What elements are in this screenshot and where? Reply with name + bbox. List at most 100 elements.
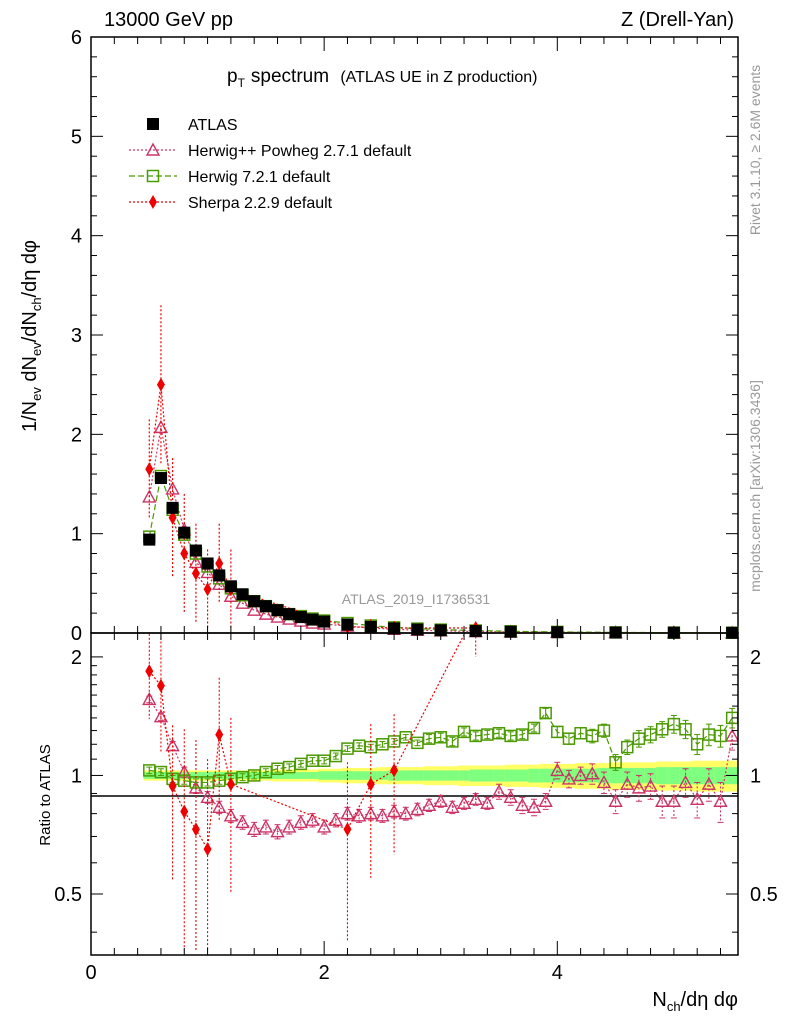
main-point — [224, 580, 237, 593]
ratio-point — [585, 766, 600, 780]
ratio-point — [223, 808, 239, 822]
ratio-point — [596, 774, 612, 789]
ratio-y-tick-label: 1 — [71, 765, 82, 787]
main-point — [235, 595, 250, 609]
ratio-band-inner — [668, 767, 681, 785]
main-series-2 — [143, 469, 739, 639]
main-y-tick-label: 5 — [71, 126, 82, 148]
main-point — [189, 544, 202, 557]
ratio-point — [551, 725, 564, 739]
main-point — [154, 472, 167, 485]
ratio-point — [433, 793, 448, 807]
ratio-point — [468, 791, 483, 805]
ratio-point — [446, 735, 459, 748]
x-axis: 0 2 4 — [85, 37, 722, 984]
ratio-series-line — [149, 712, 733, 784]
ratio-point — [713, 793, 728, 807]
main-series-line — [148, 473, 733, 634]
ratio-point — [293, 814, 309, 829]
ratio-point — [145, 664, 154, 679]
ratio-point — [631, 780, 647, 794]
legend: ATLAS Herwig++ Powheg 2.7.1 default Herwig… — [129, 117, 412, 212]
legend-label: Sherpa 2.2.9 default — [188, 195, 333, 212]
ratio-series-1 — [143, 706, 738, 789]
main-point — [145, 462, 154, 477]
legend-marker — [146, 169, 160, 183]
ratio-point — [701, 776, 717, 790]
main-point — [156, 377, 165, 392]
ratio-y-tick-label-right: 2 — [750, 647, 761, 669]
title-text: spectrum — [251, 66, 329, 87]
energy-label: 13000 GeV pp — [104, 9, 233, 31]
ratio-point — [410, 801, 425, 816]
ratio-band-inner — [353, 771, 366, 780]
main-point — [294, 611, 307, 624]
main-point — [203, 582, 212, 597]
ratio-point — [724, 728, 738, 742]
ratio-point — [215, 727, 224, 742]
ratio-band-inner — [283, 772, 296, 779]
ratio-point — [480, 795, 495, 809]
ratio-y-tick-label: 0.5 — [54, 884, 82, 906]
ratio-point — [154, 765, 168, 779]
ratio-point — [515, 797, 530, 811]
main-point — [213, 569, 226, 582]
ratio-point — [191, 822, 200, 837]
ratio-point — [343, 822, 352, 837]
ratio-point — [608, 793, 623, 807]
ratio-band-inner — [516, 769, 529, 782]
ratio-band-inner — [528, 768, 541, 783]
ratio-y-tick-label: 2 — [71, 647, 82, 669]
main-y-axis: 0 1 2 3 4 5 6 — [71, 27, 738, 645]
ratio-series-2 — [145, 633, 477, 951]
ratio-point — [456, 795, 472, 809]
ratio-band-inner — [481, 769, 494, 782]
ratio-band-inner — [703, 767, 716, 785]
x-tick-label: 0 — [85, 962, 96, 984]
ratio-band-inner — [423, 770, 436, 781]
ratio-point — [609, 756, 622, 769]
ratio-band-inner — [364, 771, 378, 780]
ratio-point — [200, 789, 215, 804]
ratio-band-inner — [318, 771, 331, 780]
analysis-label: ATLAS_2019_I1736531 — [342, 591, 491, 607]
ratio-point — [363, 806, 378, 820]
main-point — [191, 566, 200, 581]
ratio-point — [270, 824, 285, 838]
title-pt-subscript: T — [238, 76, 246, 90]
ratio-point — [156, 678, 165, 693]
ratio-band-inner — [609, 767, 622, 784]
main-point — [270, 609, 285, 623]
main-point — [259, 600, 272, 613]
legend-marker — [147, 118, 159, 130]
main-point — [247, 602, 262, 616]
x-tick-label: 2 — [319, 962, 330, 984]
ratio-band-inner — [411, 770, 424, 781]
main-point — [153, 419, 169, 434]
rivet-version-label: Rivet 3.1.10, ≥ 2.6M events — [747, 65, 763, 235]
ratio-band-inner — [656, 767, 669, 785]
ratio-series-group — [142, 633, 738, 951]
ratio-point — [573, 767, 588, 782]
ratio-band-inner — [504, 769, 518, 782]
main-point — [248, 595, 261, 608]
main-series-0 — [143, 472, 739, 639]
ratio-point — [678, 774, 693, 789]
ratio-point — [421, 797, 437, 811]
ratio-point — [679, 723, 692, 736]
ratio-point — [258, 819, 274, 833]
main-series-line — [148, 427, 733, 634]
ratio-band-inner — [329, 771, 343, 780]
main-y-tick-label: 1 — [71, 524, 82, 546]
ratio-point — [539, 706, 552, 720]
ratio-point — [351, 808, 367, 822]
ratio-point — [328, 812, 343, 826]
main-point — [306, 613, 319, 626]
ratio-point — [142, 691, 157, 706]
ratio-y-tick-label-right: 0.5 — [750, 884, 778, 906]
ratio-point — [597, 724, 611, 737]
ratio-point — [527, 721, 541, 735]
main-y-tick-label: 6 — [71, 27, 82, 49]
ratio-band-inner — [446, 770, 459, 781]
